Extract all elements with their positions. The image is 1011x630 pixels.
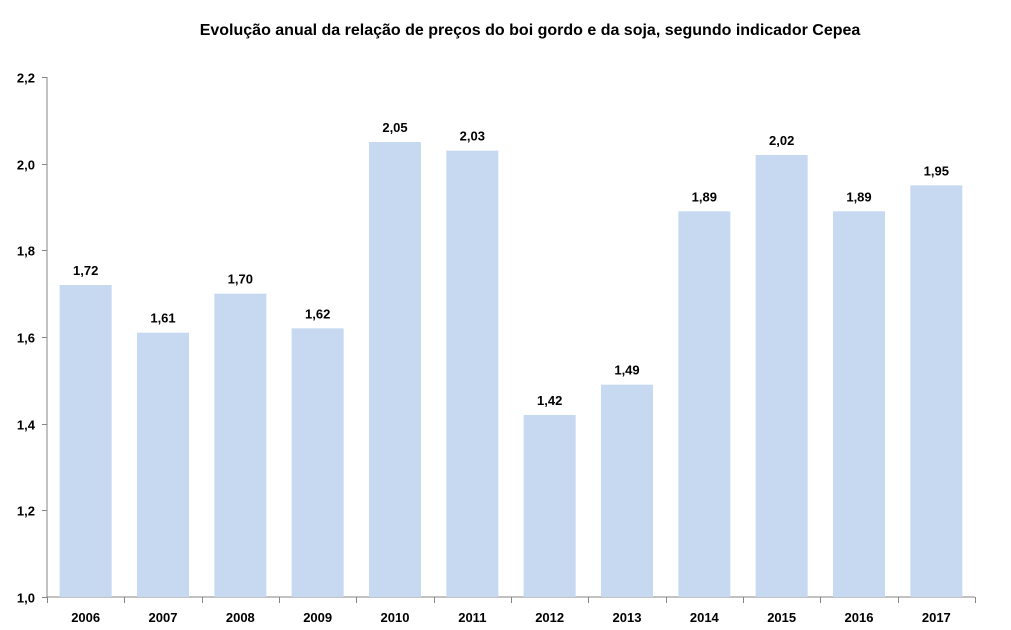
bar bbox=[910, 185, 963, 598]
bar bbox=[137, 332, 189, 597]
x-tick-label: 2017 bbox=[922, 610, 951, 625]
y-tick-label: 1,4 bbox=[17, 418, 36, 433]
x-tick-label: 2006 bbox=[71, 610, 100, 625]
x-tick-label: 2014 bbox=[690, 610, 720, 625]
data-label: 1,70 bbox=[228, 272, 253, 287]
bar bbox=[59, 285, 112, 597]
y-tick-label: 2,2 bbox=[17, 71, 35, 86]
bar bbox=[678, 211, 731, 598]
data-label: 1,89 bbox=[692, 189, 717, 204]
x-tick-label: 2016 bbox=[845, 610, 874, 625]
y-tick-label: 2,0 bbox=[17, 158, 35, 173]
x-tick-label: 2009 bbox=[303, 610, 332, 625]
bar bbox=[601, 384, 653, 597]
data-label: 1,61 bbox=[150, 311, 175, 326]
bar bbox=[291, 328, 344, 597]
bar bbox=[214, 293, 267, 597]
y-tick-label: 1,2 bbox=[17, 504, 35, 519]
data-label: 1,72 bbox=[73, 263, 98, 278]
data-label: 2,02 bbox=[769, 133, 794, 148]
y-tick-label: 1,8 bbox=[17, 244, 35, 259]
x-tick-label: 2010 bbox=[381, 610, 410, 625]
data-label: 1,49 bbox=[614, 363, 639, 378]
x-tick-label: 2008 bbox=[226, 610, 255, 625]
bar bbox=[446, 150, 499, 597]
data-label: 2,05 bbox=[382, 120, 407, 135]
x-tick-label: 2013 bbox=[613, 610, 642, 625]
x-tick-label: 2015 bbox=[767, 610, 796, 625]
data-label: 1,89 bbox=[846, 189, 871, 204]
x-tick-label: 2007 bbox=[149, 610, 178, 625]
y-tick-label: 1,6 bbox=[17, 331, 35, 346]
bar bbox=[523, 415, 576, 597]
y-tick-label: 1,0 bbox=[17, 591, 35, 606]
bar bbox=[369, 142, 421, 597]
chart-title: Evolução anual da relação de preços do b… bbox=[199, 22, 861, 39]
data-label: 1,42 bbox=[537, 393, 562, 408]
data-label: 1,62 bbox=[305, 306, 330, 321]
bar bbox=[833, 211, 885, 598]
data-label: 1,95 bbox=[924, 163, 949, 178]
data-label: 2,03 bbox=[460, 129, 485, 144]
x-tick-label: 2011 bbox=[458, 610, 486, 625]
bar bbox=[755, 155, 808, 597]
x-tick-label: 2012 bbox=[535, 610, 564, 625]
